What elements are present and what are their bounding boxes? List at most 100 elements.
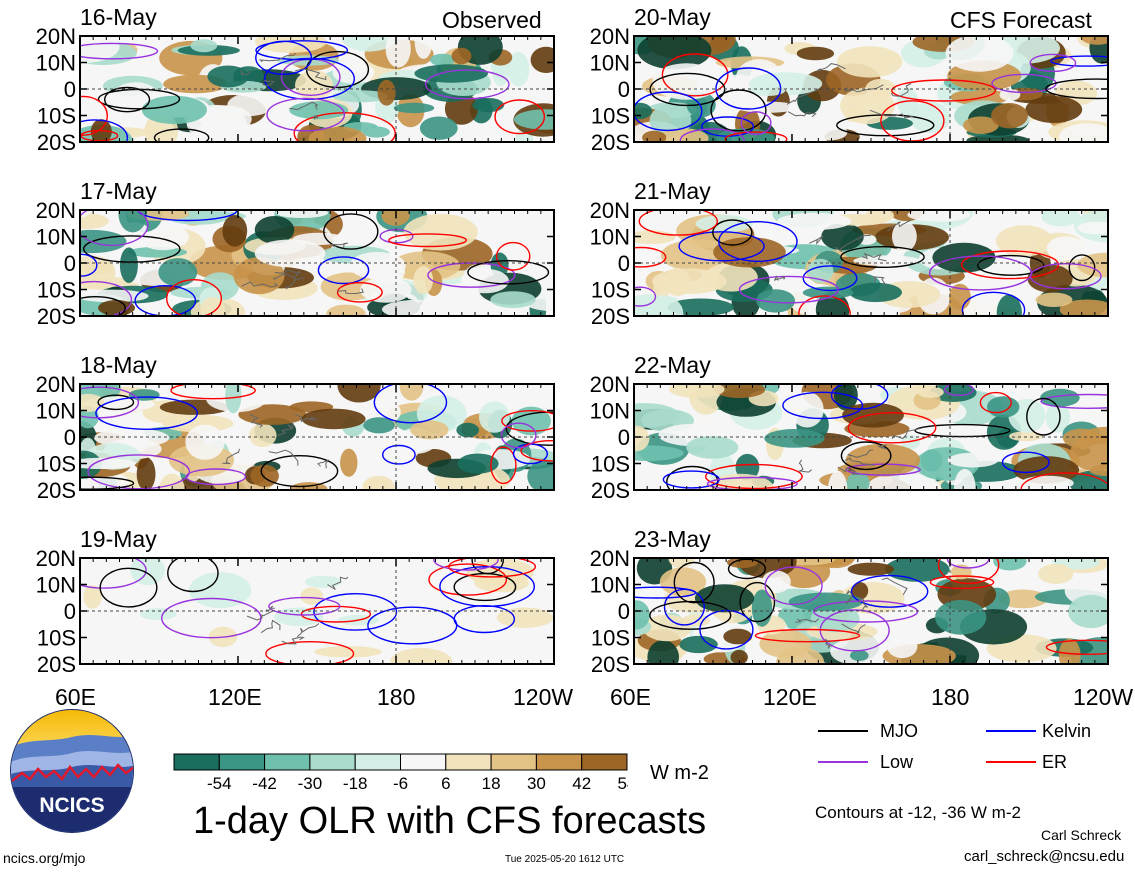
olr-anomaly-blob bbox=[723, 628, 753, 645]
olr-anomaly-blob bbox=[1045, 402, 1071, 433]
olr-anomaly-blob bbox=[301, 408, 366, 430]
lat-tick-label: 0 bbox=[618, 251, 630, 276]
olr-anomaly-blob bbox=[652, 63, 721, 100]
contour-low bbox=[679, 128, 745, 142]
contour-low bbox=[424, 69, 510, 100]
contour-kelvin bbox=[782, 391, 864, 420]
olr-anomaly-blob bbox=[141, 95, 207, 125]
olr-anomaly-blob bbox=[647, 640, 679, 664]
olr-anomaly-blob bbox=[377, 79, 396, 106]
contour-mjo bbox=[840, 441, 892, 471]
logo-text: NCICS bbox=[39, 794, 104, 817]
olr-anomaly-blob bbox=[507, 51, 530, 87]
contour-mjo bbox=[80, 296, 126, 316]
lat-tick-label: 0 bbox=[64, 425, 76, 450]
olr-anomaly-blob bbox=[200, 297, 225, 316]
coastline bbox=[240, 69, 251, 77]
lat-tick-label: 10N bbox=[36, 225, 76, 250]
lon-tick-fc-0: 60E bbox=[610, 684, 651, 710]
olr-anomaly-blob bbox=[1013, 456, 1080, 484]
contour-mjo bbox=[453, 572, 517, 602]
coastline bbox=[327, 576, 349, 590]
coastline bbox=[841, 623, 866, 634]
olr-anomaly-blob bbox=[749, 85, 786, 96]
contour-low bbox=[738, 275, 839, 304]
colorbar-tick-7: 30 bbox=[527, 774, 546, 792]
lat-tick-label: 10S bbox=[37, 104, 76, 129]
lat-tick-label: 10S bbox=[37, 626, 76, 651]
contour-er bbox=[170, 384, 256, 400]
olr-anomaly-blob bbox=[430, 53, 456, 67]
contour-low bbox=[500, 422, 537, 449]
contour-low bbox=[185, 468, 247, 486]
contour-kelvin bbox=[802, 265, 858, 292]
coastline bbox=[824, 638, 831, 649]
contour-kelvin bbox=[255, 40, 349, 61]
site-link[interactable]: ncics.org/mjo bbox=[3, 850, 86, 866]
contour-kelvin bbox=[317, 256, 370, 285]
olr-anomaly-blob bbox=[954, 468, 976, 490]
contour-er bbox=[166, 279, 222, 316]
coastline bbox=[877, 444, 887, 450]
olr-anomaly-blob bbox=[892, 221, 917, 252]
olr-anomaly-blob bbox=[827, 470, 848, 490]
olr-anomaly-blob bbox=[457, 453, 499, 474]
coastline bbox=[262, 79, 276, 87]
panel-date-fc-0: 20-May bbox=[634, 4, 711, 30]
lat-tick-label: 10S bbox=[37, 278, 76, 303]
olr-anomaly-blob bbox=[887, 634, 918, 659]
lon-tick-obs-2: 180 bbox=[377, 684, 416, 710]
olr-anomaly-blob bbox=[667, 298, 735, 316]
coastline bbox=[313, 114, 319, 120]
coastline bbox=[330, 242, 348, 249]
contour-kelvin bbox=[95, 396, 199, 431]
contour-er bbox=[929, 575, 995, 590]
olr-anomaly-blob bbox=[390, 647, 453, 664]
olr-anomaly-blob bbox=[337, 384, 381, 403]
contour-mjo bbox=[710, 89, 767, 132]
lat-tick-label: 20S bbox=[591, 130, 630, 155]
coastline bbox=[891, 427, 923, 440]
olr-anomaly-blob bbox=[686, 436, 739, 459]
olr-anomaly-blob bbox=[1041, 210, 1081, 227]
olr-anomaly-blob bbox=[1070, 434, 1108, 471]
contour-kelvin bbox=[850, 574, 929, 608]
contour-er bbox=[638, 210, 718, 236]
olr-anomaly-blob bbox=[494, 210, 511, 223]
contour-kelvin bbox=[678, 231, 765, 262]
olr-anomaly-blob bbox=[1077, 221, 1108, 235]
forecast-label: CFS Forecast bbox=[950, 7, 1092, 33]
coastline bbox=[869, 109, 914, 119]
colorbar-tick-8: 42 bbox=[572, 774, 591, 792]
lon-tick-fc-3: 120W bbox=[1073, 684, 1134, 710]
olr-anomaly-blob bbox=[482, 219, 553, 251]
colorbar-tick-2: -30 bbox=[298, 774, 323, 792]
olr-anomaly-blob bbox=[664, 267, 691, 297]
olr-anomaly-blob bbox=[963, 116, 999, 134]
contour-low bbox=[268, 596, 341, 616]
contour-mjo bbox=[1068, 254, 1096, 282]
contour-low bbox=[433, 558, 499, 571]
olr-anomaly-blob bbox=[1040, 388, 1080, 407]
contour-kelvin bbox=[255, 40, 313, 75]
contour-kelvin bbox=[718, 220, 798, 262]
colorbar-swatch-9 bbox=[581, 753, 628, 771]
contour-er bbox=[80, 95, 108, 136]
olr-anomaly-blob bbox=[472, 98, 505, 113]
coastline bbox=[336, 288, 364, 295]
olr-anomaly-blob bbox=[788, 592, 863, 612]
coastline bbox=[795, 618, 820, 623]
lat-tick-label: 0 bbox=[618, 425, 630, 450]
olr-anomaly-blob bbox=[945, 36, 1014, 72]
olr-anomaly-blob bbox=[764, 429, 825, 448]
olr-anomaly-blob bbox=[1020, 475, 1074, 490]
olr-anomaly-blob bbox=[929, 384, 977, 402]
olr-anomaly-blob bbox=[907, 210, 971, 222]
lat-tick-label: 20N bbox=[36, 372, 76, 397]
coastline bbox=[845, 589, 853, 605]
lat-tick-label: 0 bbox=[618, 77, 630, 102]
observed-label: Observed bbox=[442, 7, 542, 33]
coastline bbox=[289, 101, 319, 111]
